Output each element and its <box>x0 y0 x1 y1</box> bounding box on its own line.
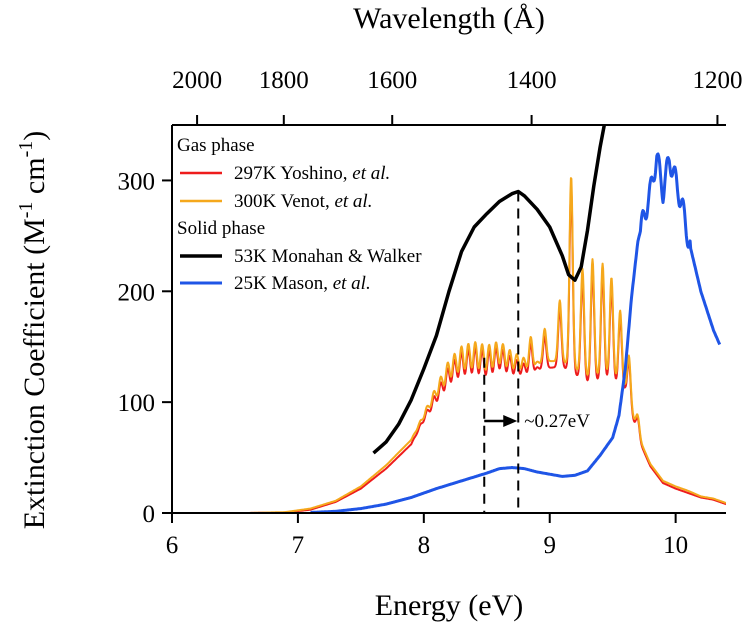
series-line-monahan <box>372 125 607 455</box>
y-tick-label-200: 200 <box>118 279 156 306</box>
legend-label-venot: 300K Venot, et al. <box>234 191 372 212</box>
legend: Gas phase 297K Yoshino, et al. 300K Veno… <box>177 135 422 294</box>
y-axis-title-sup2: -1 <box>15 141 37 158</box>
x2-tick-label-1600: 1600 <box>367 67 417 94</box>
legend-label-yoshino-main: 297K Yoshino, <box>234 163 352 184</box>
y-axis-title-main: Extinction Coefficient (M <box>18 218 51 529</box>
legend-label-monahan-main: 53K Monahan & Walker <box>234 246 422 267</box>
shift-annotation-label: ~0.27eV <box>524 411 590 432</box>
legend-header-solid: Solid phase <box>177 218 265 239</box>
x-tick-label-10: 10 <box>663 532 688 559</box>
legend-label-monahan: 53K Monahan & Walker <box>234 246 422 267</box>
y-axis-title-sup1: -1 <box>15 202 37 219</box>
y-axis-title-mid: cm <box>18 157 51 201</box>
legend-label-mason-italic: et al. <box>333 273 371 294</box>
annotation-layer: ~0.27eV <box>483 191 590 513</box>
y-tick-label-0: 0 <box>143 501 156 528</box>
x2-tick-label-1200: 1200 <box>692 67 742 94</box>
y-tick-label-300: 300 <box>118 168 156 195</box>
legend-label-yoshino: 297K Yoshino, et al. <box>234 163 390 184</box>
y-axis-title-end: ) <box>18 131 51 141</box>
x-tick-label-8: 8 <box>418 532 431 559</box>
series-line-venot <box>247 177 726 513</box>
legend-label-mason-main: 25K Mason, <box>234 273 333 294</box>
x2-axis-title: Wavelength (Å) <box>353 2 545 35</box>
x2-tick-label-1400: 1400 <box>507 67 557 94</box>
x-tick-label-9: 9 <box>543 532 556 559</box>
series-line-mason <box>309 152 722 513</box>
legend-label-mason: 25K Mason, et al. <box>234 273 371 294</box>
y-tick-label-100: 100 <box>118 390 156 417</box>
x-tick-label-6: 6 <box>166 532 179 559</box>
legend-label-venot-italic: et al. <box>334 191 372 212</box>
x-axis-title: Energy (eV) <box>375 589 524 622</box>
x2-tick-label-1800: 1800 <box>259 67 309 94</box>
y-axis-title: Extinction Coefficient (M-1 cm-1) <box>15 131 51 530</box>
shift-arrow-head <box>503 414 518 427</box>
legend-header-gas: Gas phase <box>177 135 255 156</box>
legend-label-venot-main: 300K Venot, <box>234 191 334 212</box>
legend-label-yoshino-italic: et al. <box>352 163 390 184</box>
series-layer <box>196 125 726 513</box>
x2-tick-label-2000: 2000 <box>172 67 222 94</box>
x-tick-label-7: 7 <box>292 532 305 559</box>
